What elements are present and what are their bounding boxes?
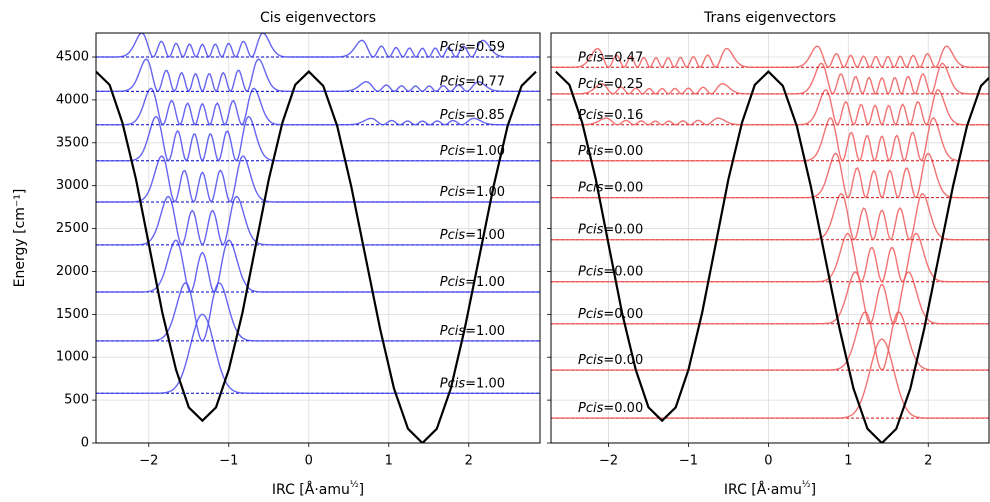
panel-title: Trans eigenvectors (703, 10, 836, 26)
pcis-label: Pcis=1.00 (440, 227, 505, 242)
pcis-label: Pcis=0.00 (578, 264, 643, 279)
x-axis-label: IRC [Å·amu½] (724, 480, 816, 499)
x-tick-label: −1 (219, 454, 238, 469)
eigenvector (551, 232, 989, 283)
x-tick-label: 0 (305, 454, 313, 469)
y-tick-label: 1500 (56, 307, 89, 322)
pcis-label: Pcis=0.59 (440, 40, 505, 55)
pcis-label: Pcis=0.85 (440, 107, 505, 122)
pcis-label: Pcis=0.00 (578, 222, 643, 237)
eigenvector (96, 239, 540, 293)
pcis-label: Pcis=1.00 (440, 323, 505, 338)
pcis-label: Pcis=1.00 (440, 184, 505, 199)
pcis-label: Pcis=1.00 (440, 376, 505, 391)
y-tick-label: 2500 (56, 221, 89, 236)
x-tick-label: 2 (465, 454, 473, 469)
eigenvector (96, 115, 540, 163)
pcis-label: Pcis=1.00 (440, 275, 505, 290)
eigenvector (96, 87, 540, 127)
pcis-label: Pcis=0.00 (578, 306, 643, 321)
y-tick-label: 4500 (56, 50, 89, 65)
pcis-label: Pcis=0.00 (578, 180, 643, 195)
eigenvector (551, 88, 989, 127)
y-tick-label: 1000 (56, 350, 89, 365)
x-tick-label: −2 (139, 454, 158, 469)
plot-area (96, 33, 540, 443)
pcis-label: Pcis=0.77 (440, 74, 505, 89)
y-tick-label: 0 (81, 436, 89, 451)
eigenvector (96, 155, 540, 204)
pcis-label: Pcis=0.00 (578, 353, 643, 368)
x-axis-label: IRC [Å·amu½] (272, 480, 364, 499)
y-axis-label: Energy [cm⁻¹] (12, 189, 28, 288)
eigenvector (551, 192, 989, 241)
eigenvector (96, 33, 540, 59)
pcis-label: Pcis=1.00 (440, 143, 505, 158)
pcis-label: Pcis=0.00 (578, 401, 643, 416)
x-tick-label: 2 (924, 454, 932, 469)
potential-curve (555, 70, 989, 443)
y-tick-label: 3000 (56, 178, 89, 193)
eigenvector (96, 313, 540, 394)
eigenvector (551, 62, 989, 96)
axes-frame (550, 32, 990, 444)
axes-frame (95, 32, 541, 444)
panel-title: Cis eigenvectors (260, 10, 376, 26)
pcis-label: Pcis=0.16 (578, 107, 643, 122)
plot-area (551, 45, 989, 443)
eigenvector (551, 45, 989, 69)
eigenvector (551, 117, 989, 163)
eigenvector (96, 282, 540, 342)
x-tick-label: 1 (844, 454, 852, 469)
eigenvector (96, 195, 540, 246)
x-tick-label: −1 (679, 454, 698, 469)
eigenvector (551, 152, 989, 199)
eigenvector (551, 338, 989, 419)
pcis-label: Pcis=0.47 (578, 50, 643, 65)
x-tick-label: 0 (764, 454, 772, 469)
pcis-label: Pcis=0.00 (578, 143, 643, 158)
pcis-label: Pcis=0.25 (578, 76, 643, 91)
y-tick-label: 3500 (56, 135, 89, 150)
y-tick-label: 2000 (56, 264, 89, 279)
x-tick-label: 1 (385, 454, 393, 469)
x-tick-label: −2 (599, 454, 618, 469)
y-tick-label: 4000 (56, 92, 89, 107)
y-tick-label: 500 (64, 393, 89, 408)
eigenvector (96, 58, 540, 93)
potential-curve (96, 70, 537, 443)
